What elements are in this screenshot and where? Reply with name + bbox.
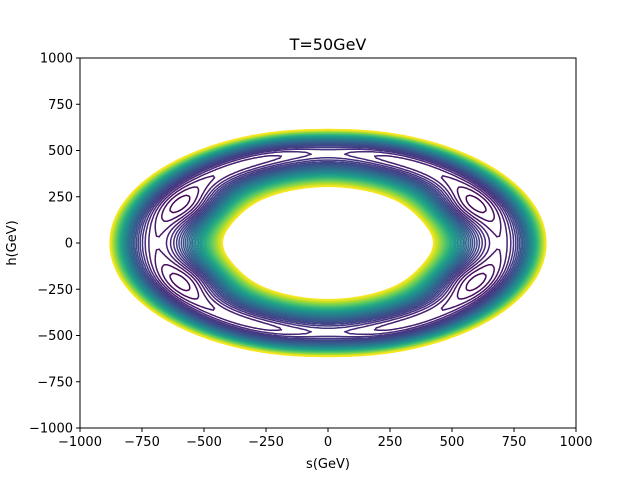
y-tick-label: −1000 (29, 422, 73, 437)
chart-title: T=50GeV (289, 35, 367, 54)
x-tick-label: 1000 (559, 435, 592, 450)
contour-level-7 (137, 145, 519, 341)
contour-level-5 (141, 148, 515, 338)
contour-level-9 (134, 143, 522, 343)
contour-level-1 (161, 186, 495, 300)
y-tick-label: 250 (48, 190, 73, 205)
contour-level-6 (139, 146, 517, 340)
contour-level-4 (144, 150, 512, 336)
y-tick-label: −250 (37, 283, 73, 298)
contour-lines (109, 128, 547, 358)
x-tick-label: −1000 (58, 435, 102, 450)
y-tick-label: 750 (48, 98, 73, 113)
x-axis: −1000 −750 −500 −250 0 250 500 750 1000 (58, 428, 593, 450)
contour-level-8 (135, 144, 521, 342)
x-tick-label: 500 (440, 435, 465, 450)
x-tick-label: −750 (124, 435, 160, 450)
y-axis: −1000 −750 −500 −250 0 250 500 750 1000 (29, 52, 80, 437)
x-tick-label: 750 (502, 435, 527, 450)
plot-area (80, 58, 576, 428)
contour-level-2 (154, 175, 502, 311)
x-tick-label: 250 (378, 435, 403, 450)
y-axis-label: h(GeV) (5, 220, 20, 265)
y-tick-label: 1000 (40, 52, 73, 67)
y-tick-label: −500 (37, 329, 73, 344)
contour-level-3 (148, 154, 508, 332)
contour-level-37 (109, 128, 547, 358)
y-tick-label: 0 (65, 237, 73, 252)
x-tick-label: 0 (324, 435, 332, 450)
x-axis-label: s(GeV) (306, 457, 350, 472)
contour-level-0 (169, 194, 487, 292)
y-tick-label: 500 (48, 144, 73, 159)
y-tick-label: −750 (37, 375, 73, 390)
x-tick-label: −250 (248, 435, 284, 450)
x-tick-label: −500 (186, 435, 222, 450)
